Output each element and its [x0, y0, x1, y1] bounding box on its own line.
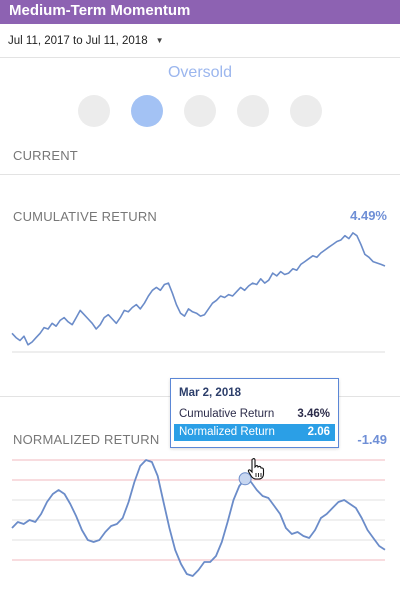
status-label: Oversold	[167, 64, 233, 81]
tooltip-row-normalized: Normalized Return 2.06	[174, 424, 335, 441]
normalized-return-line	[11, 459, 386, 577]
status-dot	[184, 95, 216, 127]
date-range-bar: Jul 11, 2017 to Jul 11, 2018 ▼	[0, 24, 400, 58]
cumulative-return-chart[interactable]	[0, 222, 400, 362]
tooltip-date: Mar 2, 2018	[179, 387, 242, 399]
date-range-dropdown[interactable]: Jul 11, 2017 to Jul 11, 2018 ▼	[8, 35, 164, 47]
normalized-return-label: NORMALIZED RETURN	[13, 432, 160, 447]
cumulative-return-line	[11, 232, 386, 346]
date-range-label: Jul 11, 2017 to Jul 11, 2018	[8, 35, 148, 47]
cumulative-return-value: 4.49%	[350, 208, 387, 223]
tooltip-row-value: 3.46%	[297, 408, 330, 420]
normalized-return-chart[interactable]	[0, 455, 400, 590]
app-header: Medium-Term Momentum	[0, 0, 400, 24]
page-title: Medium-Term Momentum	[9, 2, 191, 19]
hover-point	[238, 472, 252, 486]
caret-down-icon: ▼	[155, 36, 164, 45]
status-dot	[237, 95, 269, 127]
status-dot-active	[131, 95, 163, 127]
status-dot	[290, 95, 322, 127]
normalized-return-value: -1.49	[357, 432, 387, 447]
tooltip-row-label: Cumulative Return	[179, 408, 275, 420]
tooltip-row-cumulative: Cumulative Return 3.46%	[174, 406, 335, 423]
pointer-hand-icon	[247, 458, 265, 480]
current-section-label: CURRENT	[13, 148, 78, 163]
tooltip-row-value: 2.06	[307, 426, 330, 438]
chart-tooltip: Mar 2, 2018 Cumulative Return 3.46% Norm…	[170, 378, 339, 448]
tooltip-row-label: Normalized Return	[179, 426, 275, 438]
status-dot	[78, 95, 110, 127]
cumulative-return-label: CUMULATIVE RETURN	[13, 209, 158, 224]
divider	[0, 174, 400, 175]
status-indicator	[78, 95, 338, 127]
